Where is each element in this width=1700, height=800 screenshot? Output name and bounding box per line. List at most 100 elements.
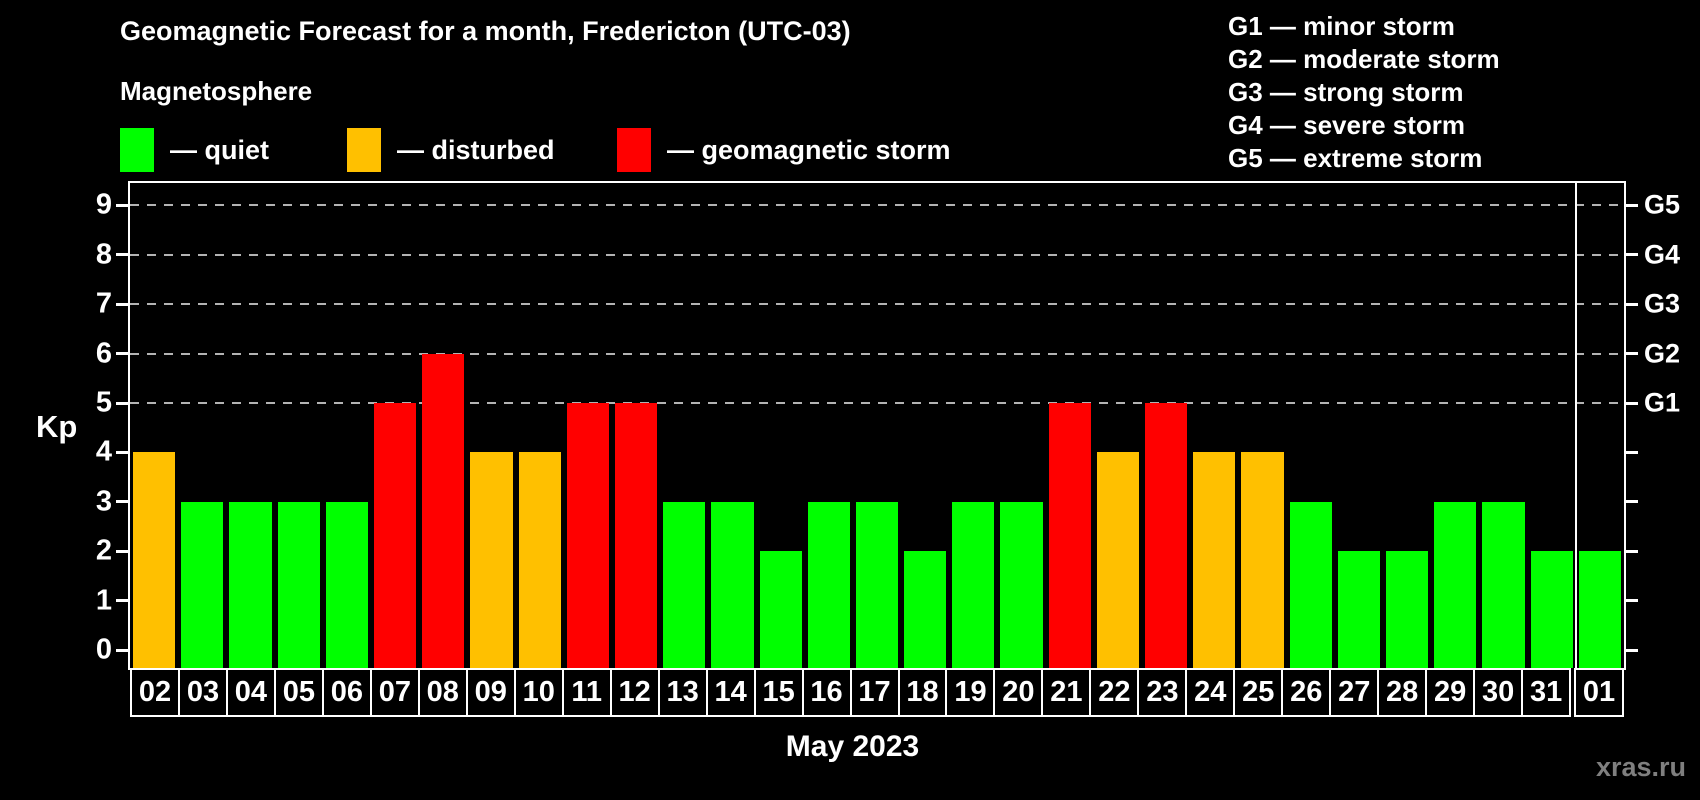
kp-bar-day-25 — [1241, 452, 1284, 668]
day-label-22: 22 — [1091, 668, 1140, 717]
kp-bar-day-02 — [133, 452, 176, 668]
g4-legend-line: G4 — severe storm — [1228, 110, 1466, 140]
right-tick-1 — [1626, 599, 1638, 603]
kp-bar-day-16 — [807, 501, 850, 668]
right-axis-label-g4: G4 — [1644, 239, 1681, 270]
y-tick-label-7: 7 — [95, 287, 112, 320]
storm-swatch — [617, 128, 651, 172]
left-tick-3 — [116, 500, 128, 504]
right-tick-0 — [1626, 648, 1638, 652]
day-label-07: 07 — [371, 668, 420, 717]
y-tick-label-0: 0 — [95, 633, 112, 666]
day-label-24: 24 — [1187, 668, 1236, 717]
watermark: xras.ru — [1595, 752, 1686, 782]
right-axis-label-g1: G1 — [1644, 387, 1681, 418]
left-tick-7 — [116, 302, 128, 306]
right-tick-2 — [1626, 549, 1638, 553]
day-label-11: 11 — [563, 668, 612, 717]
plot-frame-left — [128, 181, 130, 670]
disturbed-swatch — [347, 128, 381, 172]
plot-frame-right — [1624, 181, 1626, 670]
month-boundary-line — [1574, 183, 1577, 668]
y-tick-label-9: 9 — [95, 188, 112, 221]
y-tick-label-1: 1 — [95, 584, 112, 617]
kp-bar-day-21 — [1048, 403, 1091, 668]
left-tick-1 — [116, 599, 128, 603]
day-label-17: 17 — [851, 668, 900, 717]
kp-bar-day-12 — [614, 403, 658, 668]
kp-bar-day-06 — [325, 501, 368, 668]
day-label-26: 26 — [1283, 668, 1332, 717]
day-label-01: 01 — [1574, 668, 1625, 717]
gridline-kp7 — [130, 303, 1624, 306]
right-tick-9 — [1626, 203, 1638, 207]
left-tick-2 — [116, 549, 128, 553]
kp-bar-day-10 — [518, 452, 561, 668]
day-label-06: 06 — [323, 668, 372, 717]
day-label-12: 12 — [611, 668, 660, 717]
kp-bar-day-27 — [1337, 551, 1381, 668]
g1-legend-line: G1 — minor storm — [1228, 11, 1455, 41]
kp-bar-day-22 — [1096, 452, 1140, 668]
day-label-13: 13 — [659, 668, 708, 717]
left-tick-4 — [116, 450, 128, 454]
y-tick-label-4: 4 — [95, 435, 112, 468]
kp-bar-day-03 — [181, 501, 224, 668]
y-tick-label-5: 5 — [95, 386, 112, 419]
day-label-02: 02 — [130, 668, 180, 717]
kp-bar-day-11 — [566, 403, 609, 668]
left-tick-9 — [116, 203, 128, 207]
y-tick-label-6: 6 — [95, 337, 112, 370]
day-label-05: 05 — [275, 668, 324, 717]
legend-item-quiet: — quiet — [120, 126, 269, 174]
kp-bar-day-18 — [904, 551, 947, 668]
legend-label-quiet: — quiet — [170, 134, 269, 165]
day-label-08: 08 — [419, 668, 468, 717]
quiet-swatch — [120, 128, 154, 172]
gridline-kp8 — [130, 253, 1624, 256]
legend-label-disturbed: — disturbed — [397, 134, 555, 165]
plot-area: 0 1 2 3 4 5 6 7 8 9 G1 G2 G3 G4 G5 — [96, 181, 1680, 670]
day-label-03: 03 — [179, 668, 228, 717]
kp-bar-day-29 — [1434, 501, 1477, 668]
x-axis-month-label: May 2023 — [785, 730, 920, 763]
kp-bar-day-20 — [1000, 501, 1043, 668]
kp-bar-day-09 — [470, 452, 513, 668]
day-label-20: 20 — [995, 668, 1044, 717]
y-axis-label-kp: Kp — [36, 409, 78, 444]
gridline-kp6 — [130, 352, 1624, 355]
day-label-10: 10 — [515, 668, 564, 717]
kp-bar-day-28 — [1386, 551, 1429, 668]
g3-legend-line: G3 — strong storm — [1228, 77, 1464, 107]
gridline-kp9 — [130, 204, 1624, 207]
left-tick-6 — [116, 352, 128, 356]
kp-bar-day-14 — [711, 501, 754, 668]
day-label-23: 23 — [1139, 668, 1188, 717]
kp-bar-day-26 — [1289, 501, 1332, 668]
g5-legend-line: G5 — extreme storm — [1228, 143, 1483, 173]
right-tick-4 — [1626, 450, 1638, 454]
right-tick-8 — [1626, 253, 1638, 257]
day-label-28: 28 — [1379, 668, 1428, 717]
right-tick-3 — [1626, 500, 1638, 504]
left-tick-8 — [116, 253, 128, 257]
kp-bar-day-07 — [373, 403, 417, 668]
kp-bar-day-04 — [229, 501, 272, 668]
magnetosphere-label: Magnetosphere — [120, 76, 313, 106]
left-tick-5 — [116, 401, 128, 405]
gridline-kp5 — [130, 402, 1624, 404]
day-label-19: 19 — [947, 668, 996, 717]
kp-bar-day-24 — [1193, 452, 1236, 668]
storm-scale-legend: G1 — minor storm G2 — moderate storm G3 … — [1228, 10, 1500, 175]
day-label-25: 25 — [1235, 668, 1284, 717]
left-tick-0 — [116, 648, 128, 652]
right-tick-5 — [1626, 401, 1638, 405]
legend-item-disturbed: — disturbed — [347, 126, 555, 174]
g2-legend-line: G2 — moderate storm — [1228, 44, 1500, 74]
y-tick-label-3: 3 — [95, 485, 112, 518]
day-label-30: 30 — [1475, 668, 1524, 717]
day-label-04: 04 — [227, 668, 276, 717]
kp-bar-day-15 — [759, 551, 802, 668]
kp-bar-day-19 — [952, 501, 995, 668]
